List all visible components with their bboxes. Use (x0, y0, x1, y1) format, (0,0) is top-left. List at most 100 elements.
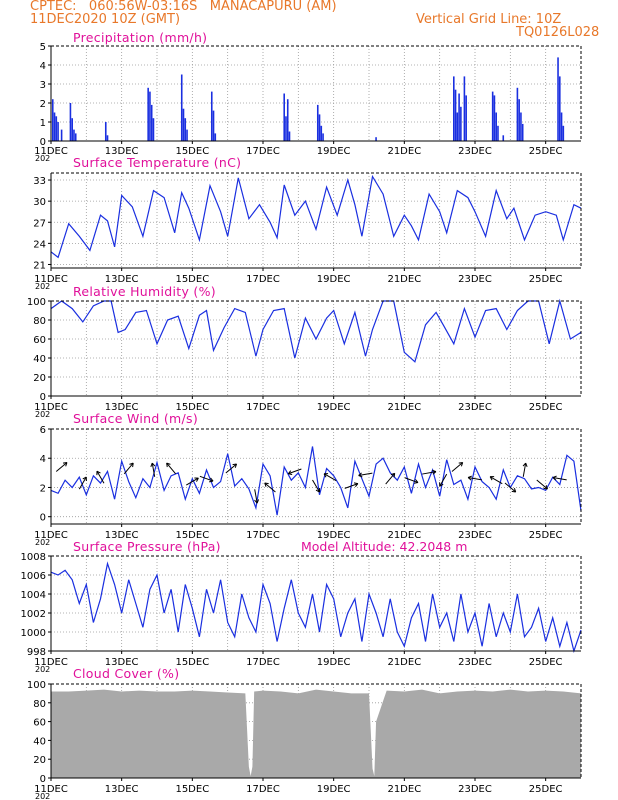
x-tick-label: 15DEC (175, 274, 209, 285)
wind-title: Surface Wind (m/s) (73, 411, 198, 426)
wind-arrow (422, 471, 437, 475)
y-tick-label: 1008 (21, 552, 46, 563)
wind-arrow-head (315, 488, 321, 493)
wind-arrow (404, 477, 419, 484)
y-tick-label: 2 (40, 483, 46, 494)
x-tick-label: 23DEC (458, 530, 492, 541)
wind-arrow-head (543, 485, 548, 490)
x-tick-label: 19DEC (317, 402, 351, 413)
precip-bar (453, 76, 455, 141)
wind-arrow (344, 483, 359, 489)
wind-arrow-head (432, 469, 437, 475)
x-tick-label: 21DEC (387, 784, 421, 795)
precip-bar (318, 114, 321, 141)
precip-bar (320, 125, 323, 141)
precip-bar (497, 125, 499, 141)
y-tick-label: 0 (40, 392, 46, 403)
y-tick-label: 100 (27, 297, 46, 308)
pressure-line (50, 561, 582, 654)
x-tick-label: 21DEC (387, 657, 421, 668)
y-tick-label: 80 (33, 316, 46, 327)
precip-bar (57, 122, 59, 141)
wind-arrow-head (82, 476, 87, 482)
wind-arrow-head (323, 473, 329, 478)
y-tick-label: 998 (27, 647, 46, 658)
precip-bar (73, 129, 75, 141)
precip-bar (71, 118, 73, 141)
precip-bar (521, 123, 524, 141)
precip-bar (186, 129, 188, 141)
precip-bar (106, 135, 109, 141)
precip-bar (182, 108, 185, 141)
x-tick-label: 11DEC (34, 784, 68, 795)
y-tick-label: 6 (40, 425, 46, 436)
y-tick-label: 4 (40, 454, 46, 465)
wind-arrow (288, 468, 302, 475)
x-tick-year: 202 (35, 665, 50, 674)
wind-arrow (489, 476, 503, 485)
x-tick-label: 25DEC (529, 274, 563, 285)
wind-arrow (151, 462, 156, 477)
pressure-title: Surface Pressure (hPa) (73, 539, 221, 554)
x-tick-label: 17DEC (246, 530, 280, 541)
x-tick-label: 15DEC (175, 146, 209, 157)
wind-arrow-head (522, 462, 528, 467)
x-tick-year: 202 (35, 410, 50, 419)
y-tick-label: 0 (40, 137, 46, 148)
precip-bar (463, 76, 466, 141)
x-tick-label: 11DEC (34, 530, 68, 541)
y-tick-label: 21 (33, 260, 46, 271)
precip-title: Precipitation (mm/h) (73, 30, 207, 45)
x-tick-label: 19DEC (317, 146, 351, 157)
precip-bar (288, 131, 291, 141)
wind-arrow-head (232, 463, 238, 468)
wind-arrow (439, 473, 448, 487)
x-tick-label: 23DEC (458, 146, 492, 157)
wind-arrow (451, 462, 464, 472)
precip-bar (495, 112, 497, 141)
y-tick-label: 20 (33, 755, 46, 766)
temperature-line (50, 174, 582, 259)
y-tick-label: 27 (33, 218, 46, 229)
wind-arrow (552, 476, 567, 481)
precip-bar (460, 106, 462, 141)
humidity-title: Relative Humidity (%) (73, 284, 216, 299)
x-tick-label: 17DEC (246, 146, 280, 157)
y-tick-label: 3 (40, 80, 46, 91)
x-tick-label: 23DEC (458, 657, 492, 668)
precip-bar (69, 103, 72, 141)
y-tick-label: 1006 (21, 571, 46, 582)
precip-bar (212, 110, 215, 141)
cloud-cover-area (51, 689, 581, 778)
y-tick-label: 1002 (21, 609, 46, 620)
precip-bar (210, 91, 213, 141)
wind-arrow-head (287, 470, 293, 476)
x-tick-label: 19DEC (317, 784, 351, 795)
x-tick-label: 25DEC (529, 530, 563, 541)
x-tick-year: 202 (35, 792, 50, 800)
y-tick-label: 0 (40, 774, 46, 785)
precip-bar (147, 87, 149, 141)
precip-bar (180, 74, 183, 141)
precip-bar (184, 118, 187, 141)
x-tick-label: 21DEC (387, 146, 421, 157)
wind-arrow (385, 473, 396, 485)
cloud-title: Cloud Cover (%) (73, 666, 179, 681)
wind-arrow-head (353, 482, 359, 488)
wind-arrow-head (439, 482, 444, 487)
x-tick-label: 25DEC (529, 657, 563, 668)
wind-arrow-head (458, 462, 464, 467)
x-tick-label: 23DEC (458, 784, 492, 795)
wind-arrow (312, 479, 320, 493)
wind-arrow (323, 473, 337, 482)
precip-bar (465, 95, 467, 141)
temperature-title: Surface Temperature (nC) (73, 155, 241, 170)
x-tick-year: 202 (35, 154, 50, 163)
x-tick-label: 23DEC (458, 402, 492, 413)
x-tick-label: 15DEC (175, 784, 209, 795)
x-tick-label: 23DEC (458, 274, 492, 285)
wind-arrow (358, 472, 373, 477)
precip-bar (502, 135, 505, 141)
precip-bar (520, 112, 522, 141)
